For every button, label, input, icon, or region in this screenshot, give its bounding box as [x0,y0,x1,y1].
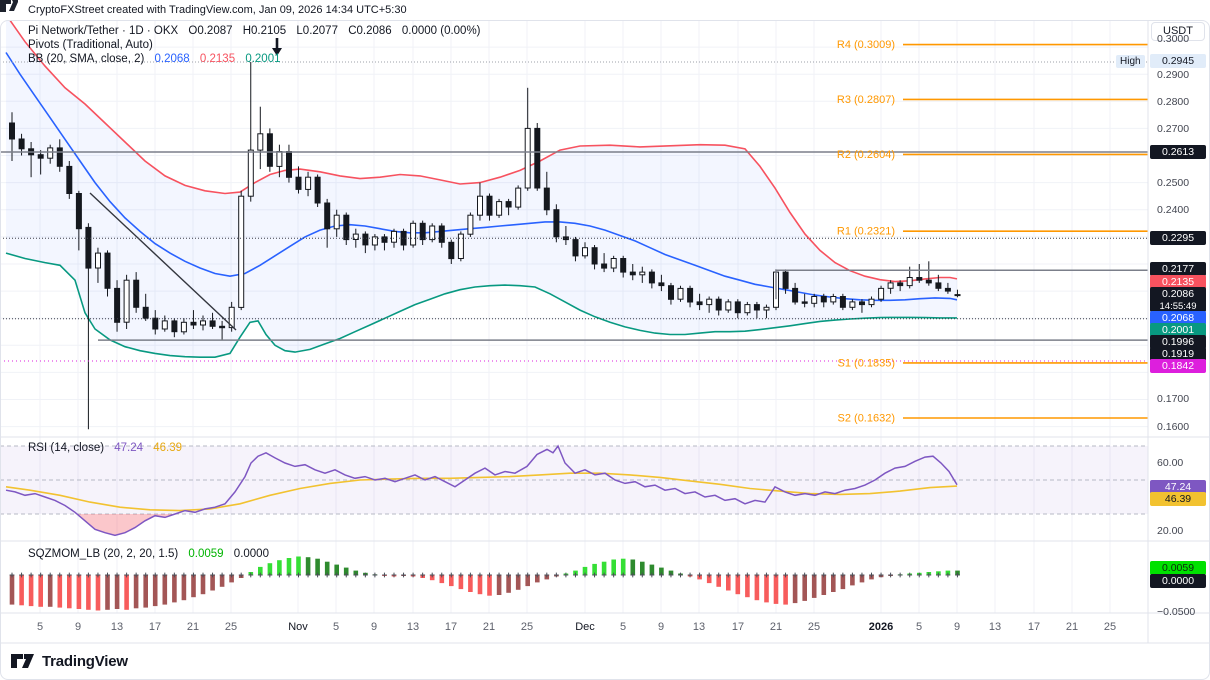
time-axis-tick: 13 [110,621,124,633]
pivot-level-label: S1 (0.1835) [838,357,895,369]
sqzmom-zero-value: 0.0000 [233,548,269,560]
tradingview-logo-icon [11,654,34,668]
pivot-level-label: R4 (0.3009) [837,39,895,51]
time-axis-tick: 25 [807,621,821,633]
time-axis-tick: 5 [619,621,627,633]
time-axis-tick: 17 [148,621,162,633]
price-scale-tick: 0.2900 [1157,69,1190,81]
price-scale-badge: 0.1842 [1150,359,1206,373]
time-axis-tick: 9 [74,621,82,633]
ohlc-high: H0.2105 [242,25,287,37]
tradingview-logo-text: TradingView [42,652,128,670]
price-scale-badge: 0.2177 [1150,262,1206,276]
price-scale-badge: 0.2068 [1150,311,1206,325]
price-scale[interactable]: USDT 0.3000 0.2945 0.2900 0.2800 0.2700 0.261… [1148,20,1210,643]
time-axis-tick: 5 [332,621,340,633]
price-scale-tick: 20.00 [1157,525,1184,537]
time-axis-tick: 5 [36,621,44,633]
attribution-text: CryptoFXStreet created with TradingView.… [28,4,407,16]
time-axis-tick: 9 [953,621,961,633]
time-axis-tick: Dec [575,621,595,633]
time-axis-tick: 17 [731,621,745,633]
bb-lower-value: 0.2001 [245,53,281,65]
price-scale-badge: 0.1996 [1150,335,1206,349]
symbol-title: Pi Network/Tether · 1D · OKX [28,25,179,37]
time-axis-tick: 13 [692,621,706,633]
ohlc-open: O0.2087 [188,25,233,37]
time-axis-tick: Nov [288,621,308,633]
pivot-level-label: S2 (0.1632) [838,413,895,425]
currency-button[interactable]: USDT [1151,22,1205,41]
time-axis-tick: 21 [769,621,783,633]
price-scale-tick: 0.1600 [1157,421,1190,433]
rsi-label: RSI (14, close) [28,442,105,454]
rsi-ma-value: 46.39 [153,442,183,454]
ohlc-close: C0.2086 [348,25,392,37]
last-price-time: 14:55:49 [1159,300,1197,312]
time-axis-tick: 25 [520,621,534,633]
price-scale-badge: 0.2086 14:55:49 [1150,286,1206,312]
sqzmom-label: SQZMOM_LB (20, 2, 20, 1.5) [28,548,179,560]
time-axis-tick: 5 [915,621,923,633]
rsi-legend: RSI (14, close) 47.24 46.39 [28,441,182,455]
price-scale-tick: 60.00 [1157,457,1184,469]
price-scale-tick: 0.2700 [1157,123,1190,135]
price-scale-tick: 0.2400 [1157,204,1190,216]
price-scale-tick: 0.3000 [1157,33,1190,45]
price-scale-tick: 0.1700 [1157,393,1190,405]
sqzmom-legend: SQZMOM_LB (20, 2, 20, 1.5) 0.0059 0.0000 [28,547,269,561]
pivot-level-label: R2 (0.2604) [837,149,895,161]
symbol-row: Pi Network/Tether · 1D · OKX O0.2087 H0.… [28,24,481,38]
pivots-indicator-row: Pivots (Traditional, Auto) [28,38,481,52]
time-axis-tick: 13 [988,621,1002,633]
bb-indicator-label: BB (20, SMA, close, 2) [28,53,145,65]
price-scale-badge: 47.24 [1150,480,1206,494]
time-axis[interactable]: 5 9 13 17 21 25 Nov 5 9 13 17 21 25 Dec 5 9 13 17 21 25 2026… [0,613,1148,643]
time-axis-tick: 9 [370,621,378,633]
tradingview-footer-logo[interactable]: TradingView [10,648,128,674]
pivot-level-label: R3 (0.2807) [837,94,895,106]
pivots-indicator-label: Pivots (Traditional, Auto) [28,39,153,51]
price-scale-badge: 0.0000 [1150,574,1206,588]
bb-upper-value: 0.2135 [199,53,236,65]
tradingview-corner-logo-icon [0,0,18,12]
sqzmom-value: 0.0059 [188,548,224,560]
price-scale-badge: 0.2613 [1150,145,1206,159]
time-axis-tick: 9 [657,621,665,633]
pivot-level-label: R1 (0.2321) [837,226,895,238]
price-scale-badge: 0.2945 [1150,54,1206,68]
time-axis-tick: 2026 [868,621,894,633]
price-scale-badge: 0.1919 [1150,347,1206,361]
price-scale-badge: 0.0059 [1150,561,1206,575]
time-axis-tick: 13 [406,621,420,633]
price-scale-tick: −0.0500 [1157,606,1196,618]
ohlc-low: L0.2077 [296,25,338,37]
bb-indicator-row: BB (20, SMA, close, 2) 0.2068 0.2135 0.2… [28,52,481,66]
ohlc-change: 0.0000 (0.00%) [401,25,481,37]
price-scale-tick: 0.2800 [1157,96,1190,108]
main-legend: Pi Network/Tether · 1D · OKX O0.2087 H0.… [28,24,481,66]
price-scale-badge: 0.2295 [1150,231,1206,245]
time-axis-tick: 21 [482,621,496,633]
time-axis-tick: 17 [444,621,458,633]
time-axis-tick: 25 [1103,621,1117,633]
high-label-chip: High [1116,55,1145,68]
time-axis-tick: 17 [1027,621,1041,633]
price-scale-badge: 0.2001 [1150,323,1206,337]
price-scale-badge: 0.2135 [1150,275,1206,289]
price-scale-tick: 0.2500 [1157,177,1190,189]
time-axis-tick: 25 [224,621,238,633]
price-scale-badge: 46.39 [1150,492,1206,506]
time-axis-tick: 21 [1065,621,1079,633]
bb-basis-value: 0.2068 [154,53,190,65]
rsi-value: 47.24 [114,442,144,454]
time-axis-tick: 21 [186,621,200,633]
